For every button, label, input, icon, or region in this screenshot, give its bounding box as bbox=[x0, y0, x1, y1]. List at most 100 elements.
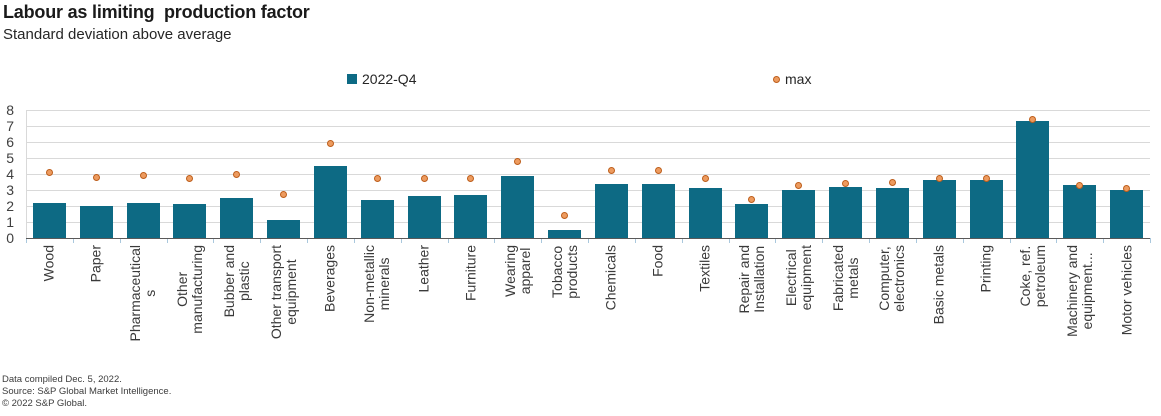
x-axis-tick bbox=[401, 238, 402, 243]
max-dot-repair-and-installation bbox=[748, 196, 756, 204]
x-axis-label: Coke, ref. petroleum bbox=[1016, 245, 1048, 308]
gridline-y-6 bbox=[26, 142, 1150, 143]
bar-food bbox=[641, 183, 675, 238]
bar-computer-electronics bbox=[875, 188, 909, 238]
x-axis-label: Basic metals bbox=[930, 245, 947, 325]
max-dot-tobacco-products bbox=[561, 212, 569, 220]
x-axis-tick bbox=[213, 238, 214, 243]
gridline-y-5 bbox=[26, 158, 1150, 159]
bar-machinery-and-equipment- bbox=[1063, 185, 1097, 238]
max-dot-computer-electronics bbox=[888, 178, 896, 186]
y-tick-label: 2 bbox=[6, 198, 14, 214]
bar-motor-vehicles bbox=[1110, 190, 1144, 238]
bar-repair-and-installation bbox=[735, 204, 769, 238]
max-dot-pharmaceuticals bbox=[139, 172, 147, 180]
x-axis-tick bbox=[1010, 238, 1011, 243]
x-axis-label: Bubber and plastic bbox=[220, 245, 252, 318]
x-axis-tick bbox=[26, 238, 27, 243]
bar-coke-ref-petroleum bbox=[1016, 121, 1050, 238]
max-dot-motor-vehicles bbox=[1123, 184, 1131, 192]
bar-bubber-and-plastic bbox=[220, 198, 254, 238]
y-tick-label: 7 bbox=[6, 118, 14, 134]
bar-wood bbox=[32, 202, 66, 238]
bar-beverages bbox=[313, 166, 347, 238]
y-tick-label: 5 bbox=[6, 150, 14, 166]
gridline-y-2 bbox=[26, 206, 1150, 207]
footnote-data-compiled: Data compiled Dec. 5, 2022. bbox=[2, 374, 122, 385]
x-axis-tick bbox=[963, 238, 964, 243]
bar-leather bbox=[407, 196, 441, 238]
x-axis-label: Leather bbox=[415, 245, 432, 293]
x-axis-label: Non-metallic minerals bbox=[361, 245, 393, 323]
bar-wearing-apparel bbox=[501, 175, 535, 238]
x-axis-tick bbox=[822, 238, 823, 243]
x-axis-label: Pharmaceutical s bbox=[127, 245, 159, 342]
x-axis-label: Other manufacturing bbox=[173, 245, 205, 334]
y-tick-label: 6 bbox=[6, 134, 14, 150]
max-dot-wood bbox=[45, 168, 53, 176]
bar-electrical-equipment bbox=[782, 190, 816, 238]
y-tick-label: 4 bbox=[6, 166, 14, 182]
max-dot-chemicals bbox=[607, 167, 615, 175]
x-axis-tick bbox=[916, 238, 917, 243]
bar-other-transport-equipment bbox=[267, 220, 301, 238]
x-axis-tick bbox=[354, 238, 355, 243]
x-axis-tick bbox=[635, 238, 636, 243]
x-axis-label: Tobacco products bbox=[548, 245, 580, 299]
x-axis-label: Fabricated metals bbox=[829, 245, 861, 312]
plot-area bbox=[26, 110, 1151, 243]
x-axis-label: Furniture bbox=[462, 245, 479, 302]
max-dot-textiles bbox=[701, 175, 709, 183]
x-axis-line bbox=[26, 238, 1150, 239]
x-axis-tick bbox=[588, 238, 589, 243]
y-axis-line bbox=[26, 110, 27, 243]
x-axis-label: Food bbox=[649, 245, 666, 277]
bar-chemicals bbox=[594, 183, 628, 238]
gridline-y-7 bbox=[26, 126, 1150, 127]
x-axis-label: Printing bbox=[977, 245, 994, 293]
footnote-copyright: © 2022 S&P Global. bbox=[2, 398, 87, 409]
x-axis-tick bbox=[682, 238, 683, 243]
x-axis-label: Textiles bbox=[696, 245, 713, 292]
max-dot-food bbox=[654, 167, 662, 175]
max-dot-basic-metals bbox=[935, 175, 943, 183]
legend-item-max: max bbox=[773, 70, 811, 88]
bar-printing bbox=[969, 180, 1003, 238]
legend-label-max: max bbox=[785, 71, 812, 87]
x-axis-tick bbox=[729, 238, 730, 243]
max-dot-non-metallic-minerals bbox=[373, 175, 381, 183]
x-axis-label: Electrical equipment bbox=[782, 245, 814, 311]
y-tick-label: 0 bbox=[6, 230, 14, 246]
gridline-y-4 bbox=[26, 174, 1150, 175]
x-axis-label: Repair and Installation bbox=[735, 245, 767, 314]
x-axis-tick bbox=[1103, 238, 1104, 243]
max-dot-other-transport-equipment bbox=[280, 191, 288, 199]
gridline-y-8 bbox=[26, 110, 1150, 111]
max-dot-paper bbox=[92, 173, 100, 181]
x-axis-label: Paper bbox=[87, 245, 104, 283]
y-tick-label: 1 bbox=[6, 214, 14, 230]
bar-fabricated-metals bbox=[829, 186, 863, 238]
bar-textiles bbox=[688, 188, 722, 238]
x-axis-tick bbox=[494, 238, 495, 243]
bar-non-metallic-minerals bbox=[360, 199, 394, 238]
chart-title: Labour as limiting production factor bbox=[3, 2, 310, 22]
max-dot-wearing-apparel bbox=[514, 157, 522, 165]
x-axis-tick bbox=[448, 238, 449, 243]
x-axis-label: Chemicals bbox=[602, 245, 619, 311]
max-dot-fabricated-metals bbox=[842, 180, 850, 188]
x-axis-label: Computer, electronics bbox=[876, 245, 908, 312]
gridline-y-1 bbox=[26, 222, 1150, 223]
chart-subtitle: Standard deviation above average bbox=[3, 26, 232, 43]
chart-footnotes: Data compiled Dec. 5, 2022. Source: S&P … bbox=[2, 374, 171, 410]
legend-label-2022-q4: 2022-Q4 bbox=[362, 71, 417, 87]
x-axis-tick bbox=[167, 238, 168, 243]
max-dot-machinery-and-equipment- bbox=[1076, 181, 1084, 189]
footnote-source: Source: S&P Global Market Intelligence. bbox=[2, 386, 172, 397]
y-tick-label: 3 bbox=[6, 182, 14, 198]
max-dot-furniture bbox=[467, 175, 475, 183]
bar-pharmaceuticals bbox=[126, 202, 160, 238]
x-axis-tick bbox=[1150, 238, 1151, 243]
x-axis-tick bbox=[869, 238, 870, 243]
